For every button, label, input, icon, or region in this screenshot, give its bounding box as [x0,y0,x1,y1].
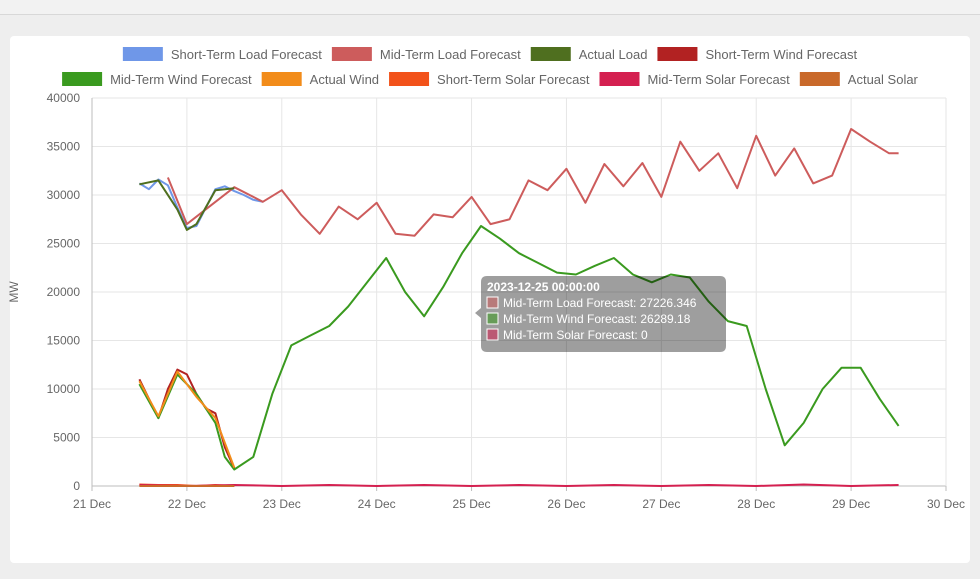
legend-item[interactable]: Short-Term Load Forecast [122,47,322,62]
tooltip-swatch [486,296,499,309]
legend-item[interactable]: Mid-Term Solar Forecast [599,72,790,87]
x-tick-label: 25 Dec [453,497,491,511]
x-tick-label: 23 Dec [263,497,301,511]
legend-item[interactable]: Short-Term Wind Forecast [657,47,858,62]
legend-item[interactable]: Actual Wind [261,72,379,87]
legend-swatch [122,47,163,61]
legend-label: Mid-Term Solar Forecast [647,72,790,87]
legend-swatch [261,72,302,86]
series-line-1 [166,128,899,237]
legend-label: Mid-Term Wind Forecast [110,72,252,87]
legend-label: Actual Load [579,47,648,62]
legend-swatch [799,72,840,86]
y-tick-label: 25000 [47,237,81,251]
y-tick-label: 10000 [47,382,81,396]
legend-item[interactable]: Actual Load [530,47,648,62]
legend-label: Short-Term Solar Forecast [437,72,590,87]
x-tick-label: 22 Dec [168,497,206,511]
y-tick-label: 40000 [47,91,81,105]
legend-item[interactable]: Mid-Term Wind Forecast [62,72,252,87]
legend-item[interactable]: Actual Solar [799,72,919,87]
series-line-5 [138,370,236,468]
y-tick-label: 35000 [47,140,81,154]
legend-swatch [62,72,103,86]
tooltip: 2023-12-25 00:00:00 Mid-Term Load Foreca… [475,276,726,352]
legend-swatch [530,47,571,61]
x-tick-label: 29 Dec [832,497,870,511]
x-tick-label: 28 Dec [737,497,775,511]
tooltip-line: Mid-Term Solar Forecast: 0 [503,328,648,342]
tooltip-box [475,276,726,352]
tooltip-line: Mid-Term Load Forecast: 27226.346 [503,296,697,310]
legend-label: Short-Term Load Forecast [171,47,322,62]
legend-item[interactable]: Short-Term Solar Forecast [389,72,590,87]
legend-item[interactable]: Mid-Term Load Forecast [331,47,521,62]
axes: MW 0 5000 10000 15000 20000 25000 30000 35000 40… [7,91,965,511]
legend-swatch [331,47,372,61]
legend-swatch [389,72,430,86]
legend: Short-Term Load Forecast Mid-Term Load Fo… [62,47,919,87]
legend-label: Actual Wind [310,72,379,87]
x-tick-label: 27 Dec [642,497,680,511]
x-tick-label: 24 Dec [358,497,396,511]
x-tick-label: 30 Dec [927,497,965,511]
y-tick-label: 5000 [53,431,80,445]
series-line-7 [139,483,899,487]
legend-swatch [657,47,698,61]
y-tick-label: 30000 [47,188,81,202]
y-tick-label: 20000 [47,285,81,299]
tooltip-swatch [486,312,499,325]
series-line-4 [138,225,900,471]
legend-label: Mid-Term Load Forecast [380,47,521,62]
tooltip-title: 2023-12-25 00:00:00 [487,280,600,294]
top-bar [0,0,980,15]
legend-label: Short-Term Wind Forecast [705,47,857,62]
tooltip-line: Mid-Term Wind Forecast: 26289.18 [503,312,691,326]
y-axis-title: MW [7,281,21,303]
x-tick-label: 26 Dec [547,497,585,511]
series-group [138,128,900,487]
legend-label: Actual Solar [848,72,919,87]
y-tick-label: 15000 [47,334,81,348]
series-line-2 [139,179,235,231]
x-tick-label: 21 Dec [73,497,111,511]
tooltip-swatch [486,328,499,341]
y-tick-label: 0 [73,479,80,493]
legend-swatch [599,72,640,86]
series-line-0 [138,178,264,229]
